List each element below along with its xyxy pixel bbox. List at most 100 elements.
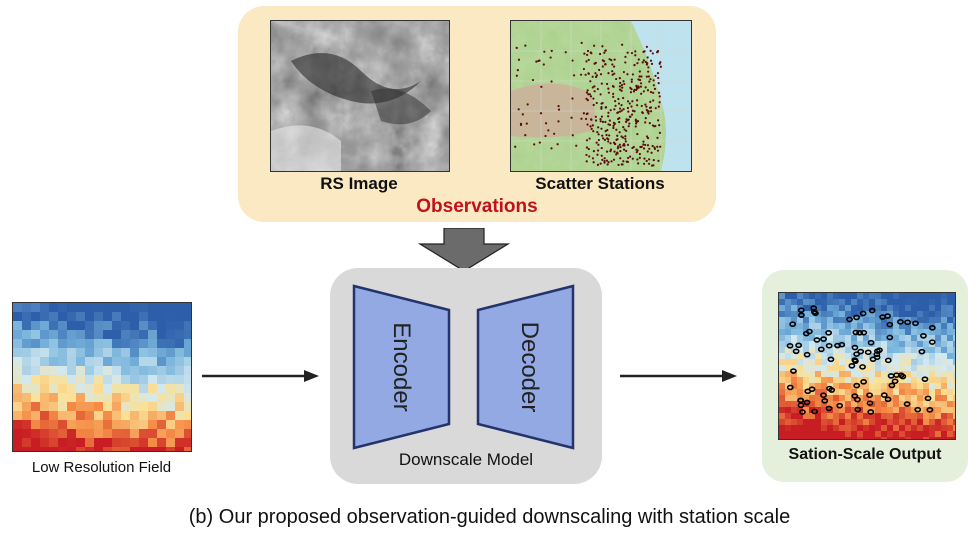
station-dot: [600, 154, 603, 157]
station-dot: [635, 88, 638, 91]
station-marker: [867, 409, 875, 415]
station-dot: [630, 80, 633, 83]
station-dot: [600, 106, 603, 109]
station-dot: [649, 110, 653, 113]
station-dot: [604, 63, 607, 66]
station-marker: [893, 372, 900, 378]
station-marker: [854, 406, 862, 413]
station-dot: [593, 85, 596, 88]
station-dot: [643, 157, 646, 160]
station-dot: [571, 134, 574, 137]
station-dot: [621, 136, 625, 139]
station-dot: [626, 100, 630, 103]
station-dot: [648, 80, 651, 83]
station-dot: [586, 99, 589, 102]
station-dot: [626, 160, 630, 164]
station-dot: [658, 123, 661, 127]
station-dot: [656, 72, 660, 75]
station-dot: [628, 102, 631, 105]
station-dot: [607, 87, 610, 90]
station-marker: [924, 395, 932, 402]
station-dot: [627, 125, 630, 128]
station-dot: [550, 49, 553, 52]
station-dot: [642, 59, 645, 62]
station-dot: [657, 76, 660, 80]
station-dot: [647, 112, 650, 115]
station-dot: [629, 91, 633, 94]
station-dot: [524, 44, 527, 47]
station-dot: [651, 52, 654, 55]
station-dot: [632, 90, 636, 93]
station-dot: [626, 143, 630, 146]
station-dot: [638, 156, 641, 159]
station-dot: [540, 85, 543, 88]
station-marker: [860, 378, 868, 385]
station-marker: [873, 354, 881, 361]
station-dot: [623, 148, 626, 151]
station-dot: [617, 117, 620, 121]
station-dot: [658, 101, 661, 104]
station-dot: [638, 152, 641, 156]
station-dot: [640, 75, 643, 78]
station-dot: [626, 106, 630, 110]
station-dot: [658, 131, 662, 134]
station-marker: [821, 398, 829, 404]
station-dot: [636, 158, 639, 161]
station-dot: [609, 109, 612, 112]
station-dot: [631, 100, 634, 103]
station-dot: [580, 117, 583, 120]
station-dot: [633, 63, 636, 67]
station-dot: [634, 54, 637, 57]
station-dot: [637, 162, 640, 165]
station-dot: [634, 125, 637, 128]
station-dot: [517, 108, 520, 111]
station-dot: [606, 128, 609, 132]
station-marker: [853, 314, 860, 321]
station-marker: [803, 399, 811, 406]
station-dot: [585, 160, 588, 163]
station-dot: [657, 105, 660, 108]
station-dot: [599, 73, 603, 76]
station-dot: [632, 145, 635, 149]
station-dot: [517, 58, 521, 61]
station-dot: [591, 124, 594, 127]
station-marker: [856, 329, 864, 336]
station-marker: [857, 348, 865, 355]
station-dot: [604, 106, 607, 109]
station-dot: [592, 97, 595, 100]
station-dot: [519, 122, 523, 125]
station-marker: [868, 307, 876, 314]
station-marker: [866, 392, 873, 399]
station-dot: [641, 111, 644, 114]
station-dot: [617, 145, 620, 148]
station-dot: [629, 115, 632, 118]
station-marker: [928, 339, 936, 345]
encoder-block: [352, 284, 451, 450]
station-marker: [912, 320, 919, 327]
station-dot: [521, 113, 524, 116]
station-dot: [601, 120, 605, 123]
station-dot: [649, 78, 652, 81]
station-marker: [867, 339, 875, 346]
station-marker: [884, 357, 892, 364]
station-dot: [591, 86, 594, 89]
station-marker: [903, 401, 911, 407]
station-dot: [599, 162, 602, 165]
station-dot: [646, 56, 649, 59]
station-dot: [621, 86, 624, 89]
station-marker: [846, 316, 853, 323]
station-dot: [600, 127, 603, 130]
station-dot: [572, 74, 576, 77]
station-dot: [604, 49, 607, 52]
station-dot: [605, 133, 608, 137]
station-dot: [644, 121, 647, 124]
station-dot: [585, 153, 588, 157]
station-dot: [602, 137, 605, 140]
station-dot: [648, 158, 651, 161]
station-dot: [596, 131, 599, 134]
station-dot: [649, 49, 652, 52]
station-dot: [599, 118, 602, 121]
station-dot: [614, 104, 617, 107]
station-marker: [851, 357, 859, 363]
station-dot: [622, 70, 625, 74]
